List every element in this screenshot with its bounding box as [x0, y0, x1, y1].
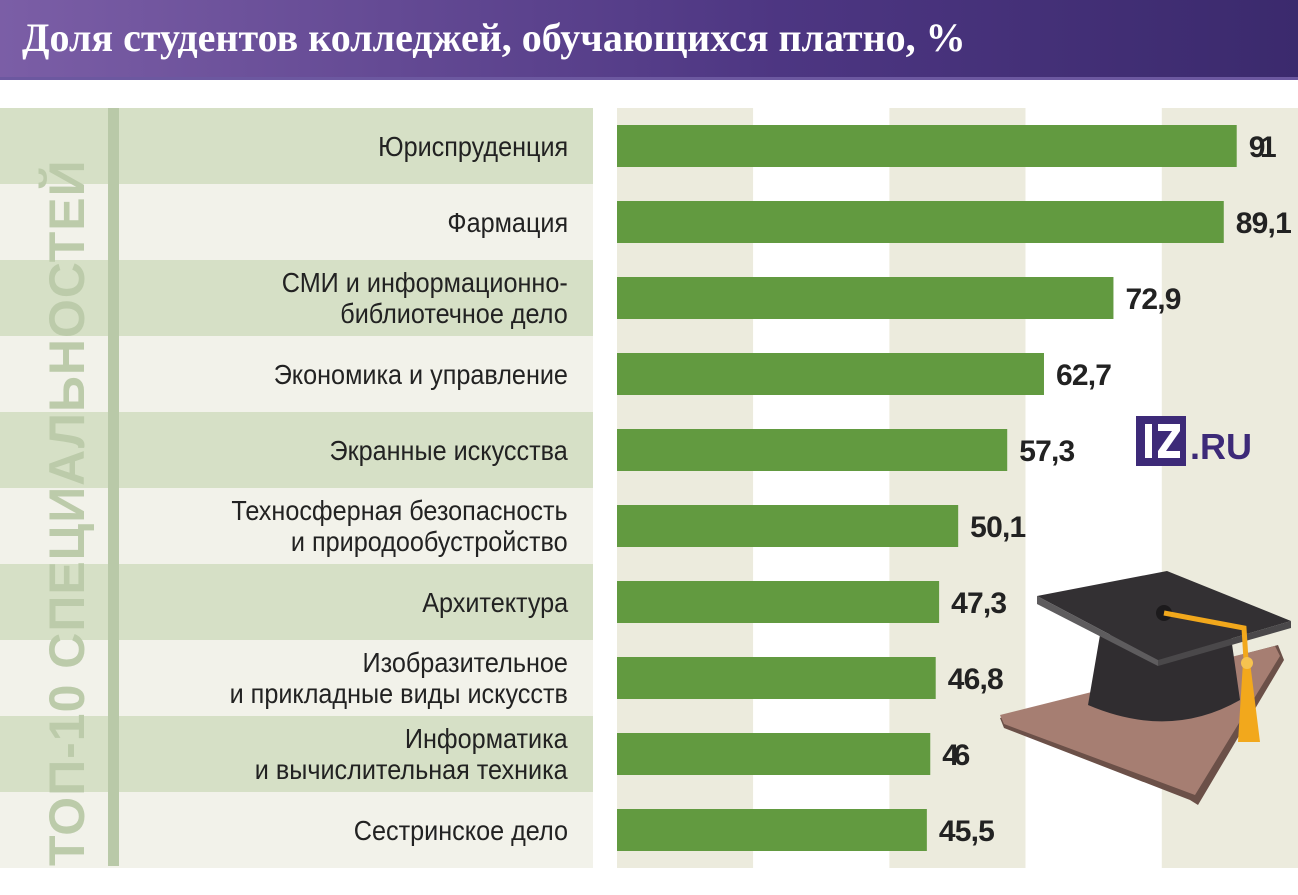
value-label: 45,5	[939, 815, 995, 848]
graduation-cap-icon	[1000, 571, 1291, 805]
category-label: Сестринское дело	[353, 814, 568, 846]
value-label: 72,9	[1125, 283, 1181, 316]
bar	[617, 733, 931, 775]
category-row: Техносферная безопасность и природообуст…	[0, 488, 593, 564]
category-row: Юриспруденция	[0, 108, 593, 184]
value-label: 89,1	[1236, 207, 1292, 240]
value-label: 47,3	[951, 587, 1007, 620]
value-label: 91	[1249, 131, 1277, 164]
category-row: Экономика и управление	[0, 336, 593, 412]
value-label: 46,8	[948, 663, 1004, 696]
bar	[617, 657, 936, 699]
value-label: 62,7	[1056, 359, 1112, 392]
bar	[617, 581, 940, 623]
side-divider	[108, 108, 119, 866]
category-label: Архитектура	[422, 586, 568, 618]
bar	[617, 125, 1237, 167]
value-label: 50,1	[970, 511, 1026, 544]
chart-title: Доля студентов колледжей, обучающихся пл…	[22, 15, 966, 60]
category-label: Техносферная безопасность и природообуст…	[231, 495, 568, 557]
bar	[617, 809, 927, 851]
svg-text:.RU: .RU	[1190, 426, 1252, 467]
iz-logo: .RU	[1136, 416, 1252, 467]
value-label: 46	[942, 739, 970, 772]
bar	[617, 505, 959, 547]
category-label: Изобразительное и прикладные виды искусс…	[229, 647, 568, 709]
bar	[617, 201, 1224, 243]
category-label: Экономика и управление	[273, 358, 568, 390]
category-row: Изобразительное и прикладные виды искусс…	[0, 640, 593, 716]
bar	[617, 277, 1114, 319]
category-row: Информатика и вычислительная техника	[0, 716, 593, 792]
category-label: Фармация	[447, 206, 568, 238]
category-label: Экранные искусства	[329, 434, 568, 466]
category-row: Фармация	[0, 184, 593, 260]
category-row: Архитектура	[0, 564, 593, 640]
category-label: Юриспруденция	[377, 130, 568, 162]
category-row: Сестринское дело	[0, 792, 593, 868]
category-label: Информатика и вычислительная техника	[255, 723, 568, 785]
category-row: Экранные искусства	[0, 412, 593, 488]
category-label: СМИ и информационно- библиотечное дело	[282, 267, 568, 329]
category-row: СМИ и информационно- библиотечное дело	[0, 260, 593, 336]
title-bar: Доля студентов колледжей, обучающихся пл…	[0, 0, 1298, 80]
value-label: 57,3	[1019, 435, 1075, 468]
bar	[617, 353, 1044, 395]
bar	[617, 429, 1008, 471]
